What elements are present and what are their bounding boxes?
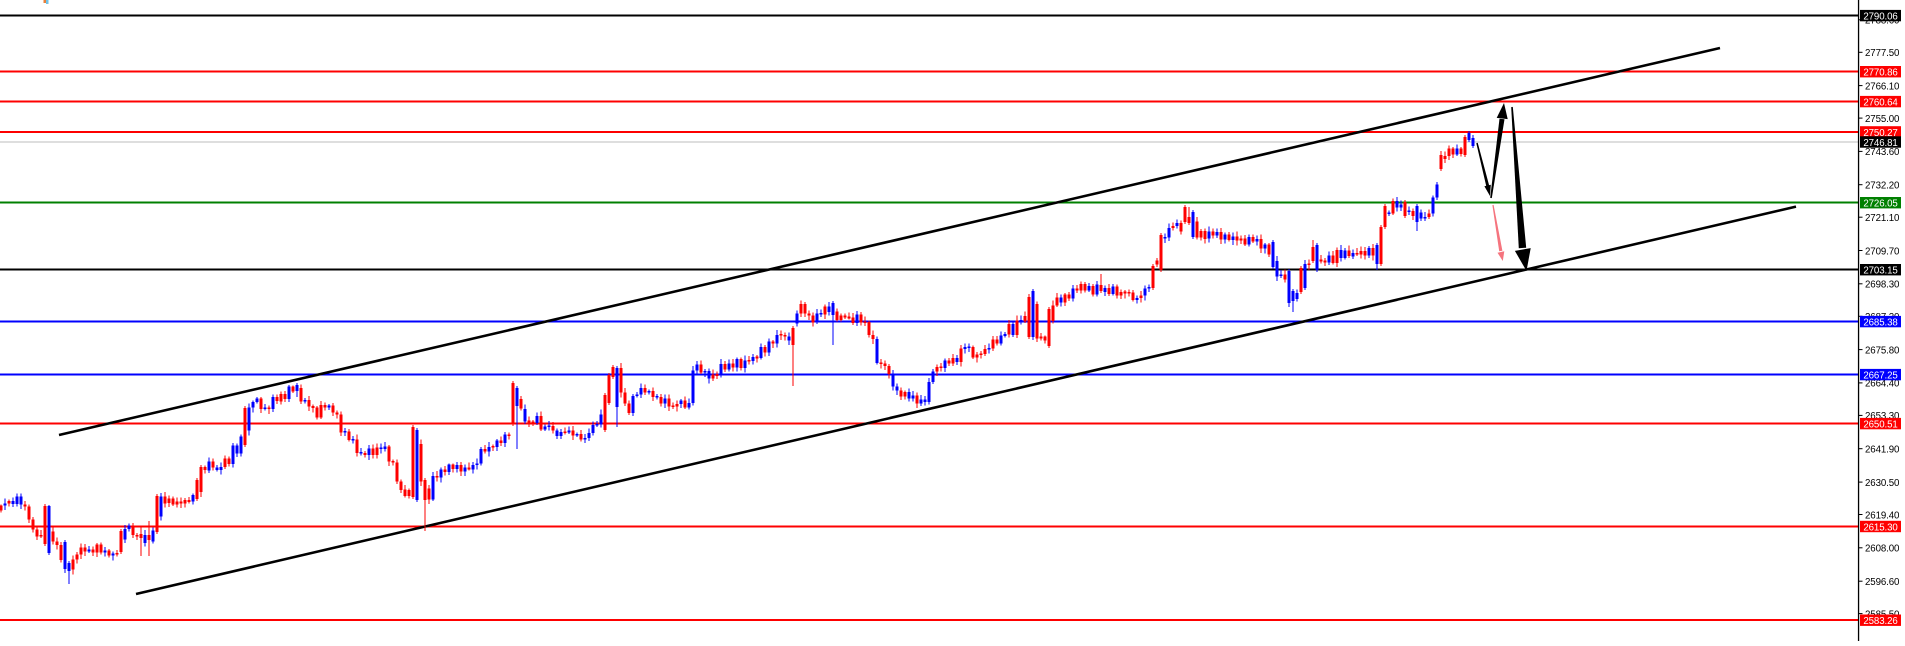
svg-text:2766.10: 2766.10 [1865, 81, 1900, 92]
svg-text:2675.80: 2675.80 [1865, 345, 1900, 356]
svg-text:2760.64: 2760.64 [1863, 98, 1898, 109]
svg-text:2721.10: 2721.10 [1865, 213, 1900, 224]
svg-text:2777.50: 2777.50 [1865, 48, 1900, 59]
svg-text:2667.25: 2667.25 [1863, 371, 1897, 382]
svg-text:2596.60: 2596.60 [1865, 577, 1900, 588]
svg-text:2641.90: 2641.90 [1865, 445, 1900, 456]
svg-text:2790.06: 2790.06 [1863, 12, 1897, 23]
svg-text:2726.05: 2726.05 [1863, 199, 1897, 210]
svg-text:2750.27: 2750.27 [1863, 128, 1897, 139]
svg-text:2746.81: 2746.81 [1863, 138, 1897, 149]
svg-text:2703.15: 2703.15 [1863, 266, 1897, 277]
svg-text:2630.50: 2630.50 [1865, 478, 1900, 489]
svg-text:2698.30: 2698.30 [1865, 280, 1900, 291]
svg-text:2732.20: 2732.20 [1865, 181, 1900, 192]
svg-text:2770.86: 2770.86 [1863, 68, 1897, 79]
svg-text:2755.00: 2755.00 [1865, 114, 1900, 125]
svg-text:2685.38: 2685.38 [1863, 318, 1897, 329]
svg-text:2743.60: 2743.60 [1865, 147, 1900, 158]
svg-text:2709.70: 2709.70 [1865, 246, 1900, 257]
svg-text:2583.26: 2583.26 [1863, 616, 1897, 627]
svg-text:2619.40: 2619.40 [1865, 510, 1900, 521]
svg-text:2650.51: 2650.51 [1863, 420, 1897, 431]
svg-text:2615.30: 2615.30 [1863, 523, 1898, 534]
svg-text:2608.00: 2608.00 [1865, 544, 1900, 555]
svg-text:2653.30: 2653.30 [1865, 411, 1900, 422]
svg-text:2664.40: 2664.40 [1865, 379, 1900, 390]
